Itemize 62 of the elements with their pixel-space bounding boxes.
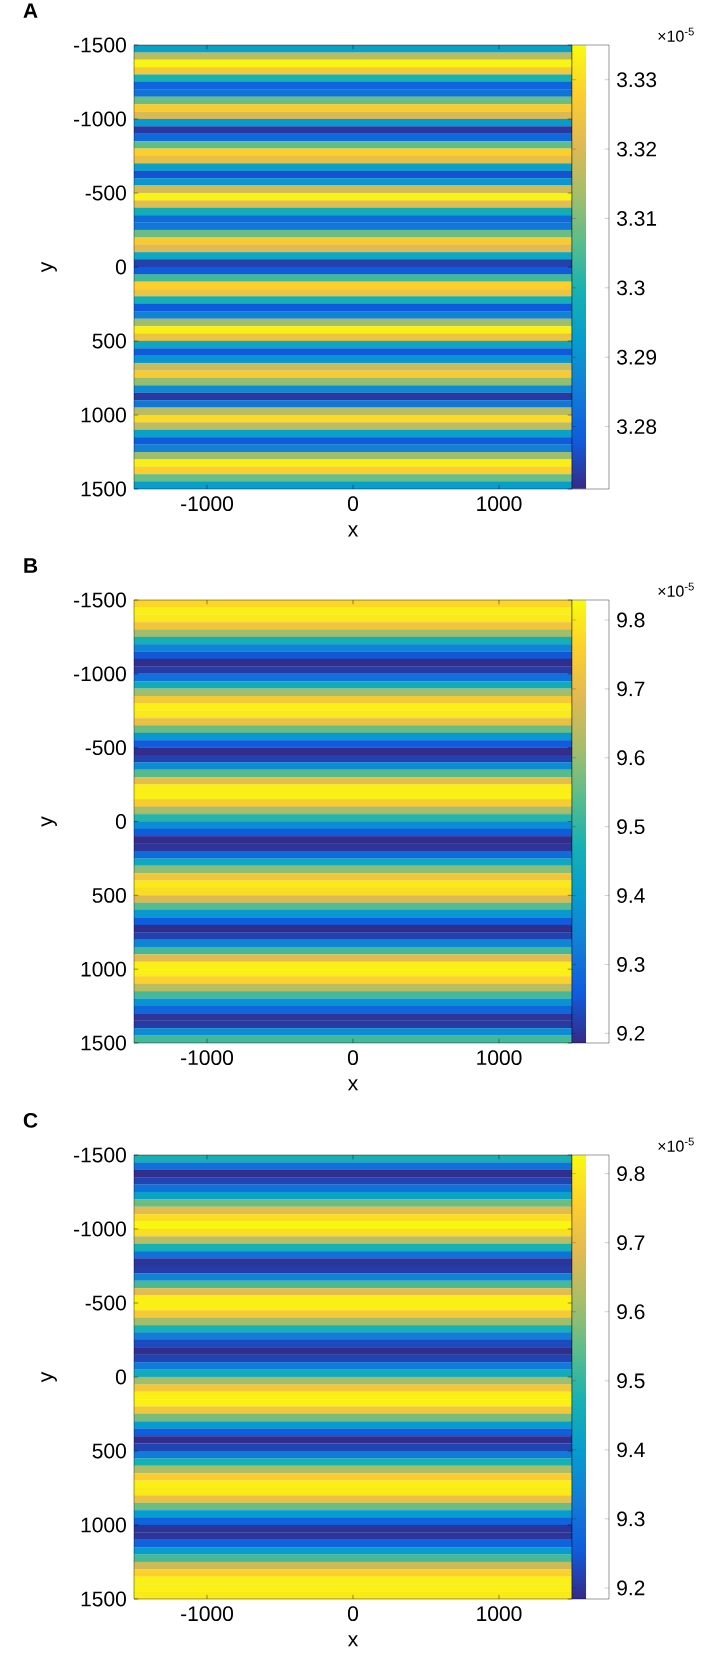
y-axis-title: y — [41, 261, 57, 273]
x-tick-label: 1000 — [477, 1050, 522, 1066]
x-tick-label: 1000 — [477, 1606, 522, 1622]
y-tick-label: -1000 — [74, 1221, 126, 1237]
color-bar-label: 9.5 — [617, 1373, 645, 1389]
y-tick-label: -500 — [85, 185, 126, 201]
color-bar-label: 9.8 — [617, 1166, 645, 1182]
y-tick-label: 0 — [115, 259, 126, 275]
color-bar-label: 9.3 — [617, 957, 645, 972]
y-axis-title: y — [41, 1371, 57, 1383]
y-tick-label: 500 — [92, 333, 126, 349]
y-tick-label: 1000 — [81, 407, 126, 423]
color-bar-label: 9.6 — [617, 750, 645, 766]
x-axis-title: x — [347, 1079, 359, 1091]
x-tick-label: 0 — [347, 1606, 359, 1622]
text: ×10$^{-5}$ — [658, 1137, 694, 1152]
x-tick-label: -1000 — [181, 1606, 234, 1622]
color-bar-label: 3.29 — [616, 349, 657, 365]
y-tick-label: 1500 — [81, 1035, 126, 1051]
y-tick-label: 1000 — [81, 1517, 126, 1533]
y-tick-label: -1500 — [74, 1147, 126, 1163]
color-bar-label: 9.7 — [617, 681, 645, 697]
y-tick-label: 1500 — [81, 481, 126, 497]
x-axis-title: x — [347, 525, 359, 537]
color-bar-label: 3.3 — [616, 280, 645, 296]
color-bar-label: 9.2 — [617, 1025, 645, 1041]
y-tick-label: -1500 — [74, 37, 126, 53]
color-bar-label: 3.31 — [616, 211, 657, 226]
y-tick-label: 0 — [115, 814, 126, 829]
text: ×10$^{-5}$ — [658, 582, 694, 597]
color-bar-label: 9.2 — [617, 1580, 645, 1596]
x-tick-label: 0 — [347, 496, 359, 512]
y-tick-label: 500 — [92, 1443, 126, 1459]
color-bar-label: 9.7 — [617, 1235, 645, 1251]
x-axis-title: x — [347, 1635, 359, 1647]
text: ×10$^{-5}$ — [658, 27, 694, 42]
color-bar-label: 9.3 — [617, 1511, 645, 1527]
y-axis-title: y — [41, 816, 57, 827]
color-bar-label: 3.33 — [616, 72, 657, 88]
chart-title: B — [24, 558, 38, 573]
color-bar-label: 9.6 — [617, 1304, 645, 1320]
chart-title: C — [23, 1112, 38, 1128]
color-bar-label: 9.4 — [617, 1442, 645, 1458]
y-tick-label: 1000 — [81, 961, 126, 977]
y-tick-label: -1000 — [74, 666, 126, 682]
y-tick-label: 1500 — [81, 1591, 126, 1607]
y-tick-label: -1500 — [74, 592, 126, 608]
y-tick-label: 500 — [92, 887, 126, 903]
color-bar-label: 9.8 — [617, 612, 645, 628]
x-tick-label: 0 — [347, 1050, 359, 1066]
color-bar-label: 9.4 — [617, 888, 645, 903]
color-bar-label: 3.28 — [616, 419, 657, 434]
color-bar-label: 9.5 — [617, 819, 645, 835]
chart-title: A — [23, 3, 38, 18]
y-tick-label: 0 — [115, 1369, 126, 1385]
x-tick-label: -1000 — [181, 496, 234, 512]
x-tick-label: 1000 — [477, 496, 522, 512]
y-tick-label: -500 — [85, 740, 126, 756]
y-tick-label: -500 — [85, 1295, 126, 1311]
color-bar-label: 3.32 — [616, 141, 656, 157]
x-tick-label: -1000 — [181, 1050, 234, 1066]
y-tick-label: -1000 — [74, 111, 126, 127]
